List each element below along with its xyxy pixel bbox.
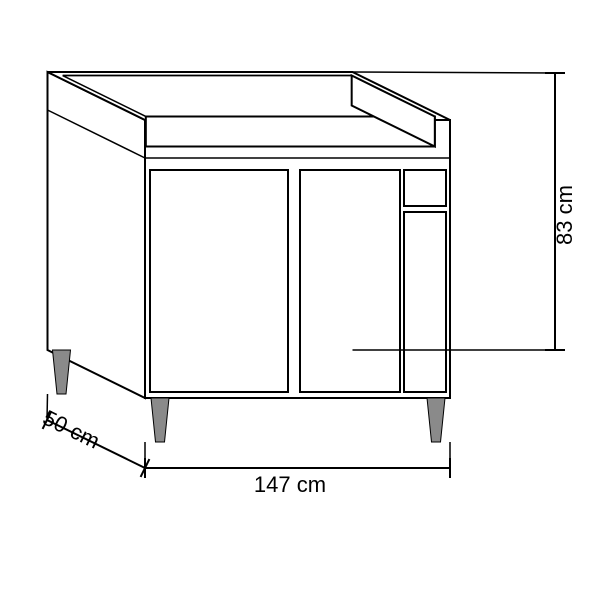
dimension-height-label: 83 cm	[552, 185, 577, 245]
dimension-depth-label: 50 cm	[39, 405, 104, 454]
dimension-width-label: 147 cm	[254, 472, 326, 497]
